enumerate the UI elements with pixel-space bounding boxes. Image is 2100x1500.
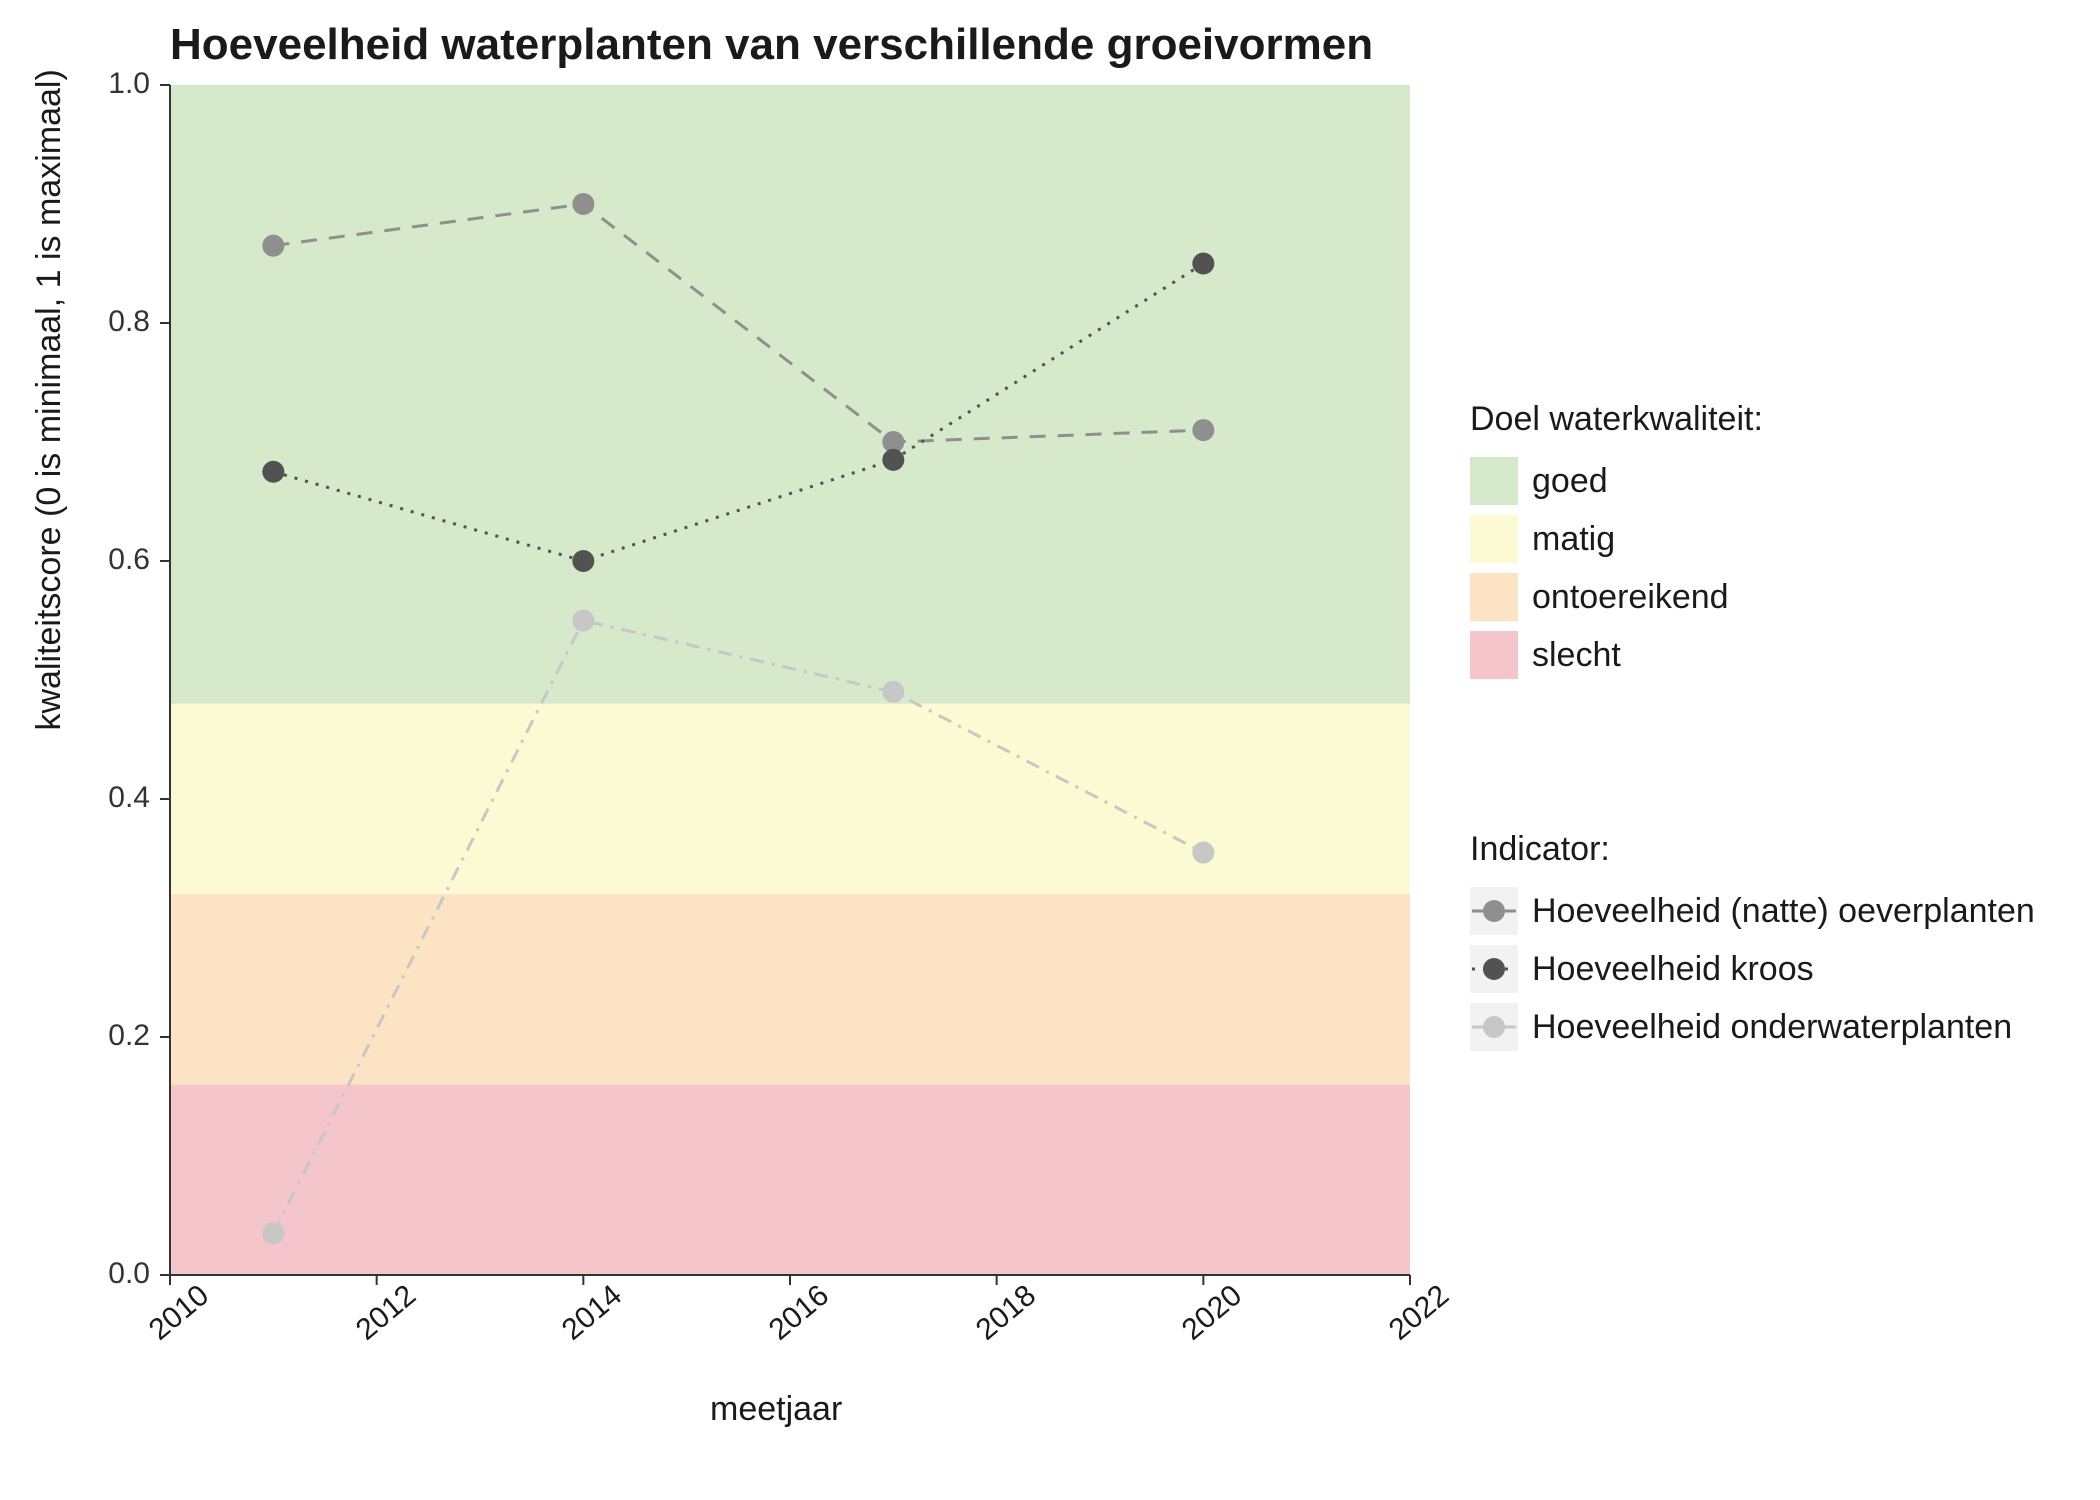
svg-text:0.2: 0.2 bbox=[108, 1019, 150, 1052]
series-point-onderwater bbox=[882, 681, 904, 703]
y-tick: 0.0 bbox=[108, 1257, 170, 1290]
svg-text:0.4: 0.4 bbox=[108, 781, 150, 814]
band-matig bbox=[170, 704, 1410, 894]
chart-svg: 0.0 0.2 0.4 0.6 0.8 1.0 bbox=[170, 85, 1410, 1275]
band-goed bbox=[170, 85, 1410, 704]
legend-band-swatch-goed bbox=[1470, 457, 1518, 505]
x-tick-label: 2022 bbox=[1383, 1279, 1456, 1348]
legend-band-label-matig: matig bbox=[1532, 520, 1615, 559]
legend-bands-title: Doel waterkwaliteit: bbox=[1470, 400, 1763, 439]
legend-series-swatch-oever bbox=[1470, 887, 1518, 935]
svg-text:0.0: 0.0 bbox=[108, 1257, 150, 1290]
x-tick-label: 2010 bbox=[143, 1279, 216, 1348]
series-point-kroos bbox=[572, 550, 594, 572]
y-tick: 0.4 bbox=[108, 781, 170, 814]
x-tick-label: 2014 bbox=[556, 1279, 629, 1348]
series-point-oever bbox=[1192, 419, 1214, 441]
y-tick: 0.6 bbox=[108, 543, 170, 576]
chart-title: Hoeveelheid waterplanten van verschillen… bbox=[170, 20, 1373, 70]
x-tick-label: 2012 bbox=[349, 1279, 422, 1348]
y-tick: 1.0 bbox=[108, 67, 170, 100]
legend-series: Indicator: Hoeveelheid (natte) oeverplan… bbox=[1470, 830, 2035, 1061]
x-axis-label: meetjaar bbox=[710, 1390, 842, 1429]
legend-band-row-slecht: slecht bbox=[1470, 631, 1763, 679]
series-point-oever bbox=[262, 235, 284, 257]
x-tick-label: 2020 bbox=[1176, 1279, 1249, 1348]
legend-band-swatch-slecht bbox=[1470, 631, 1518, 679]
band-slecht bbox=[170, 1085, 1410, 1275]
x-tick-label: 2018 bbox=[969, 1279, 1042, 1348]
legend-band-row-matig: matig bbox=[1470, 515, 1763, 563]
series-point-kroos bbox=[882, 449, 904, 471]
chart-plot-area: 0.0 0.2 0.4 0.6 0.8 1.0 bbox=[170, 85, 1410, 1280]
x-tick-label: 2016 bbox=[763, 1279, 836, 1348]
series-point-onderwater bbox=[572, 610, 594, 632]
legend-band-label-slecht: slecht bbox=[1532, 636, 1621, 675]
legend-band-swatch-ontoereikend bbox=[1470, 573, 1518, 621]
legend-series-row-onderwater: Hoeveelheid onderwaterplanten bbox=[1470, 1003, 2035, 1051]
legend-series-label-kroos: Hoeveelheid kroos bbox=[1532, 950, 1814, 989]
series-point-kroos bbox=[1192, 253, 1214, 275]
legend-band-row-goed: goed bbox=[1470, 457, 1763, 505]
legend-band-label-ontoereikend: ontoereikend bbox=[1532, 578, 1729, 617]
legend-series-swatch-kroos bbox=[1470, 945, 1518, 993]
legend-series-label-onderwater: Hoeveelheid onderwaterplanten bbox=[1532, 1008, 2012, 1047]
series-point-onderwater bbox=[1192, 842, 1214, 864]
svg-text:0.6: 0.6 bbox=[108, 543, 150, 576]
legend-series-swatch-onderwater bbox=[1470, 1003, 1518, 1051]
band-ontoereikend bbox=[170, 894, 1410, 1084]
legend-bands: Doel waterkwaliteit: goed matig ontoerei… bbox=[1470, 400, 1763, 689]
y-tick: 0.8 bbox=[108, 305, 170, 338]
legend-series-label-oever: Hoeveelheid (natte) oeverplanten bbox=[1532, 892, 2035, 931]
series-point-kroos bbox=[262, 461, 284, 483]
legend-series-title: Indicator: bbox=[1470, 830, 2035, 869]
svg-text:1.0: 1.0 bbox=[108, 67, 150, 100]
series-point-oever bbox=[572, 193, 594, 215]
series-point-onderwater bbox=[262, 1222, 284, 1244]
legend-series-row-kroos: Hoeveelheid kroos bbox=[1470, 945, 2035, 993]
y-axis-label: kwaliteitscore (0 is minimaal, 1 is maxi… bbox=[30, 69, 69, 730]
svg-text:0.8: 0.8 bbox=[108, 305, 150, 338]
legend-band-swatch-matig bbox=[1470, 515, 1518, 563]
legend-band-label-goed: goed bbox=[1532, 462, 1608, 501]
y-tick: 0.2 bbox=[108, 1019, 170, 1052]
legend-series-row-oever: Hoeveelheid (natte) oeverplanten bbox=[1470, 887, 2035, 935]
legend-band-row-ontoereikend: ontoereikend bbox=[1470, 573, 1763, 621]
